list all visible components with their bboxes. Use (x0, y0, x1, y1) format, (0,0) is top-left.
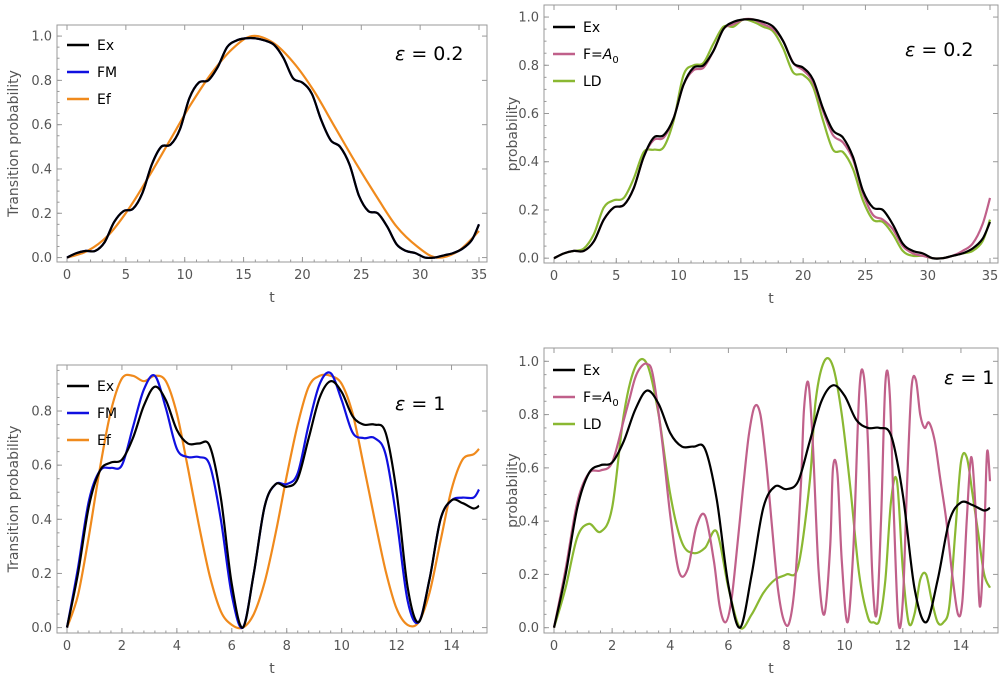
x-tick-label: 10 (836, 639, 853, 654)
y-tick-label: 0.2 (31, 207, 52, 222)
series-line-f-a0 (552, 362, 992, 630)
x-tick-label: 12 (388, 639, 405, 654)
x-tick-label: 8 (283, 639, 291, 654)
y-tick-label: 0.8 (518, 408, 539, 423)
x-tick-label: 15 (235, 268, 252, 283)
x-axis-label: t (269, 290, 275, 306)
x-tick-label: 4 (666, 639, 674, 654)
plot-frame (56, 364, 488, 634)
legend-label: F=A0 (583, 47, 619, 66)
x-tick-label: 0 (550, 639, 558, 654)
epsilon-annotation: ε = 1 (395, 393, 445, 415)
x-tick-label: 30 (919, 269, 936, 284)
x-tick-label: 30 (412, 268, 429, 283)
y-tick-label: 0.2 (518, 203, 539, 218)
x-tick-label: 5 (612, 269, 620, 284)
plot-frame (543, 4, 999, 264)
y-tick-label: 0.0 (518, 621, 539, 636)
x-axis-label: t (768, 661, 774, 677)
x-tick-label: 0 (63, 639, 71, 654)
plot-frame (543, 347, 999, 634)
panel-4: 0 2 4 6 8 10 12 14 0.0 0.2 0.4 0.6 0.8 1.0 t probabilit… (505, 347, 999, 677)
x-tick-label: 2 (118, 639, 126, 654)
x-tick-label: 0 (550, 269, 558, 284)
legend-label: Ef (97, 433, 112, 449)
x-tick-label: 6 (724, 639, 732, 654)
y-tick-label: 1.0 (31, 30, 52, 45)
x-axis-label: t (269, 661, 275, 677)
legend-label: Ex (97, 38, 114, 54)
legend-label: LD (583, 417, 602, 433)
y-tick-label: 0.4 (31, 162, 52, 177)
x-tick-label: 2 (608, 639, 616, 654)
y-axis-label: probability (505, 97, 521, 172)
series-line-fm (66, 36, 481, 260)
x-tick-label: 25 (857, 269, 874, 284)
y-tick-label: 0.4 (518, 515, 539, 530)
series-line-ex (553, 18, 992, 260)
panel-3: 0 2 4 6 8 10 12 14 0.0 0.2 0.4 0.6 0.8 t Transition pr… (6, 364, 488, 677)
x-tick-label: 25 (353, 268, 370, 283)
x-tick-label: 12 (895, 639, 912, 654)
y-tick-label: 0.6 (518, 461, 539, 476)
legend-label: Ex (583, 363, 600, 379)
x-tick-label: 5 (122, 268, 130, 283)
y-axis-label: Transition probability (6, 426, 22, 574)
y-tick-label: 0.6 (518, 107, 539, 122)
x-tick-label: 4 (173, 639, 181, 654)
y-tick-label: 1.0 (518, 355, 539, 370)
legend-label: FM (97, 406, 117, 422)
x-axis-label: t (768, 291, 774, 307)
x-tick-label: 15 (733, 269, 750, 284)
x-tick-label: 35 (471, 268, 488, 283)
legend-label: Ex (97, 379, 114, 395)
y-tick-label: 0.4 (518, 155, 539, 170)
y-tick-label: 0.6 (31, 118, 52, 133)
series-line-ex (66, 36, 481, 260)
legend-label: LD (583, 74, 602, 90)
plot-frame (56, 24, 488, 263)
epsilon-annotation: ε = 0.2 (905, 39, 974, 61)
x-tick-label: 20 (795, 269, 812, 284)
y-tick-label: 1.0 (518, 11, 539, 26)
y-tick-label: 0.2 (31, 567, 52, 582)
panel-1: 0 5 10 15 20 25 30 35 0.0 0.2 0.4 0.6 0.8 1.0 t Transit… (6, 24, 488, 306)
series-line-ef (66, 34, 480, 259)
series-line-ld (552, 357, 992, 630)
x-tick-label: 6 (228, 639, 236, 654)
x-tick-label: 8 (782, 639, 790, 654)
x-tick-label: 14 (953, 639, 970, 654)
series-line-ex (552, 384, 991, 629)
legend-label: Ex (583, 20, 600, 36)
y-tick-label: 0.6 (31, 459, 52, 474)
x-tick-label: 10 (670, 269, 687, 284)
y-tick-label: 0.8 (31, 74, 52, 89)
y-tick-label: 0.8 (518, 59, 539, 74)
y-axis-label: Transition probability (6, 70, 22, 218)
y-tick-label: 0.4 (31, 513, 52, 528)
x-tick-label: 0 (63, 268, 71, 283)
panel-2: 0 5 10 15 20 25 30 35 0.0 0.2 0.4 0.6 0.8 1.0 t probabi… (505, 4, 999, 307)
y-tick-label: 0.2 (518, 568, 539, 583)
y-axis-label: probability (505, 453, 521, 528)
series-line-ef (65, 373, 480, 630)
x-tick-label: 14 (443, 639, 460, 654)
y-tick-label: 0.0 (31, 251, 52, 266)
x-tick-label: 20 (294, 268, 311, 283)
x-tick-label: 35 (982, 269, 999, 284)
y-tick-label: 0.0 (518, 252, 539, 267)
epsilon-annotation: ε = 0.2 (395, 43, 464, 65)
legend-label: FM (97, 65, 117, 81)
series-line-ex (65, 380, 480, 629)
epsilon-annotation: ε = 1 (944, 367, 994, 389)
legend-label: F=A0 (583, 390, 619, 409)
y-tick-label: 0.0 (31, 621, 52, 636)
y-tick-label: 0.8 (31, 405, 52, 420)
x-tick-label: 10 (333, 639, 350, 654)
legend-label: Ef (97, 92, 112, 108)
x-tick-label: 10 (176, 268, 193, 283)
